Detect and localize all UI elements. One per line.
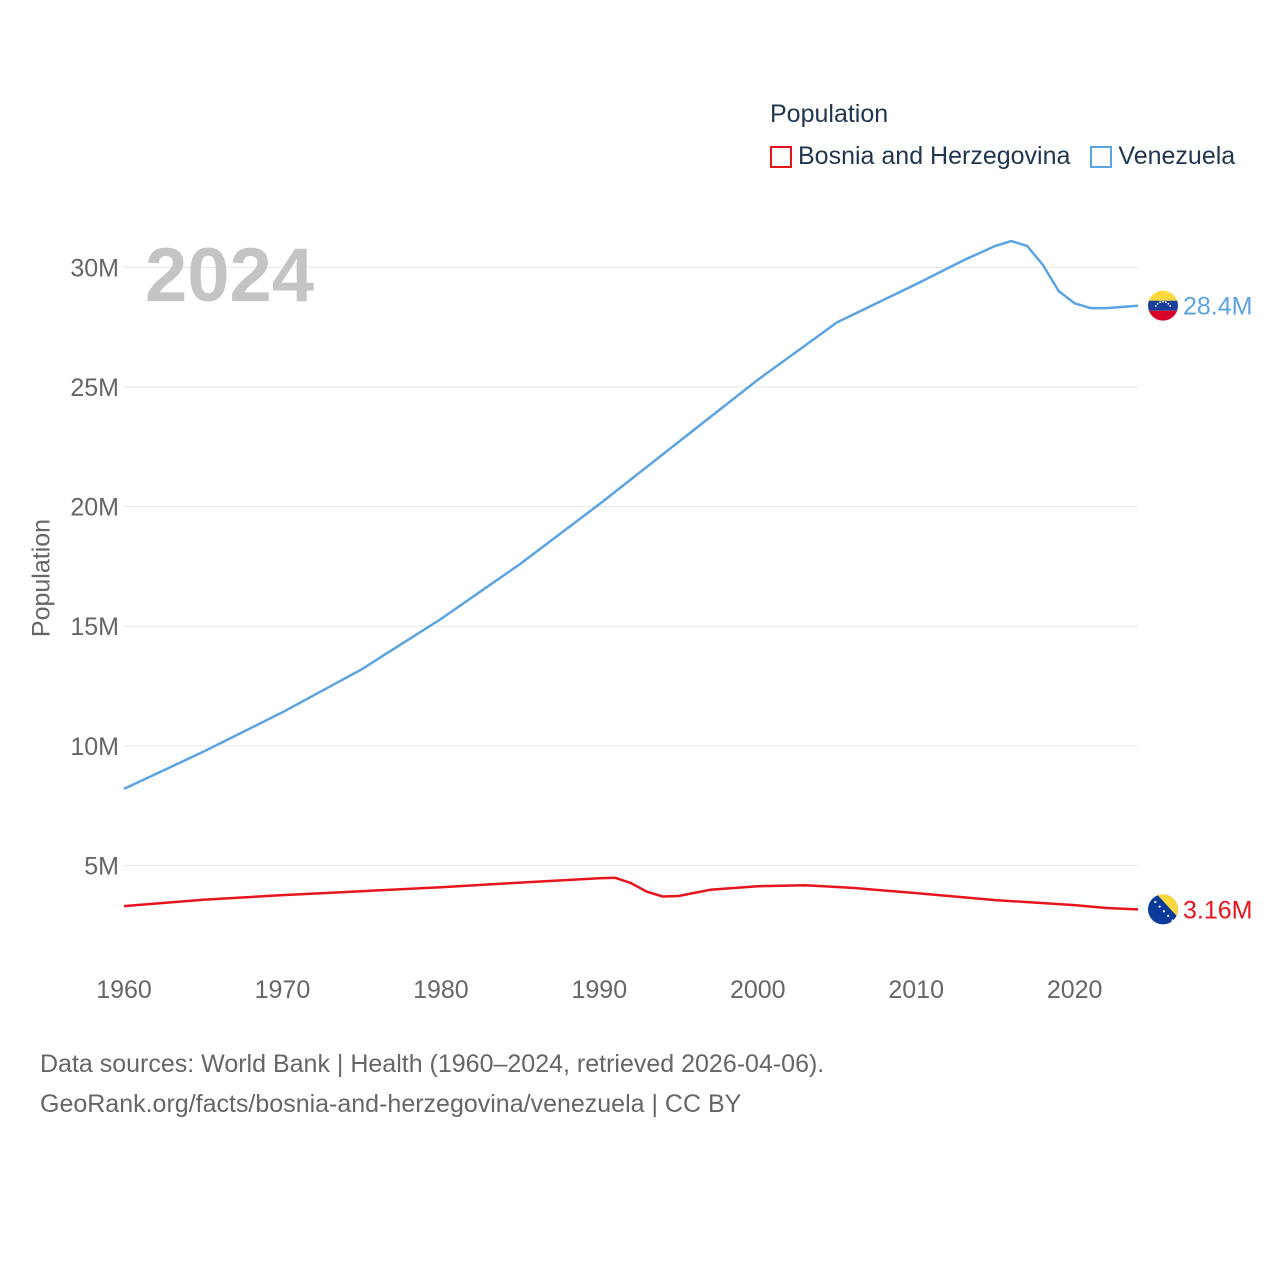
legend-title: Population	[770, 100, 889, 128]
end-value-label: 28.4M	[1183, 293, 1252, 321]
series-line-bosnia	[123, 876, 1139, 911]
series-lines	[123, 239, 1139, 911]
year-label: 2024	[145, 233, 314, 318]
gridlines	[124, 266, 1138, 866]
legend-swatch-venezuela	[1090, 145, 1113, 168]
y-axis-title: Population	[27, 518, 56, 638]
y-tick-label: 10M	[70, 733, 119, 761]
x-tick-label: 1970	[255, 976, 311, 1004]
flag-star	[1159, 301, 1162, 304]
end-markers: 3.16M 28.4M	[1148, 290, 1252, 925]
venezuela-flag-icon	[1148, 290, 1178, 321]
flag-star	[1162, 910, 1165, 913]
flag-stripe-yellow	[1148, 290, 1178, 301]
x-tick-label: 2020	[1047, 976, 1103, 1004]
flag-star	[1167, 914, 1170, 917]
legend: Bosnia and Herzegovina Venezuela	[770, 142, 1255, 171]
flag-star	[1162, 300, 1164, 303]
y-tick-label: 20M	[70, 494, 119, 522]
end-value-label: 3.16M	[1183, 896, 1252, 924]
y-tick-label: 5M	[84, 852, 119, 880]
x-tick-label: 2000	[730, 976, 786, 1004]
x-axis-ticks: 1960 1970 1980 1990 2000 2010 2020	[96, 976, 1102, 1004]
legend-item-venezuela[interactable]: Venezuela	[1090, 142, 1235, 171]
legend-item-bosnia[interactable]: Bosnia and Herzegovina	[770, 142, 1070, 171]
footer-sources: Data sources: World Bank | Health (1960–…	[40, 1050, 825, 1078]
flag-star	[1169, 305, 1172, 307]
flag-stripe-blue	[1148, 300, 1178, 311]
flag-stripe-red	[1148, 310, 1178, 321]
x-tick-label: 1990	[572, 976, 628, 1004]
flag-body	[1148, 290, 1178, 321]
x-tick-label: 2010	[888, 976, 944, 1004]
flag-star	[1149, 896, 1153, 899]
flag-star	[1154, 305, 1157, 307]
flag-star	[1156, 302, 1159, 305]
x-tick-label: 1980	[413, 976, 469, 1004]
flag-star	[1171, 919, 1174, 922]
y-tick-label: 15M	[70, 613, 119, 641]
flag-star	[1158, 905, 1161, 908]
legend-label-venezuela: Venezuela	[1118, 142, 1236, 170]
bosnia-flag-icon	[1148, 894, 1178, 925]
y-tick-label: 30M	[70, 254, 119, 282]
y-axis-ticks: 5M 10M 15M 20M 25M 30M	[70, 254, 119, 880]
x-tick-label: 1960	[96, 976, 152, 1004]
footer-link[interactable]: GeoRank.org/facts/bosnia-and-herzegovina…	[40, 1090, 742, 1118]
flag-star	[1167, 302, 1170, 305]
y-tick-label: 25M	[70, 374, 119, 402]
legend-label-bosnia: Bosnia and Herzegovina	[798, 142, 1071, 170]
flag-triangle	[1157, 894, 1178, 918]
flag-star	[1154, 900, 1157, 904]
series-line-venezuela	[123, 239, 1139, 791]
footer: Data sources: World Bank | Health (1960–…	[40, 1044, 824, 1124]
flag-star	[1164, 301, 1167, 304]
flag-body	[1148, 894, 1178, 925]
legend-swatch-bosnia	[770, 145, 792, 168]
